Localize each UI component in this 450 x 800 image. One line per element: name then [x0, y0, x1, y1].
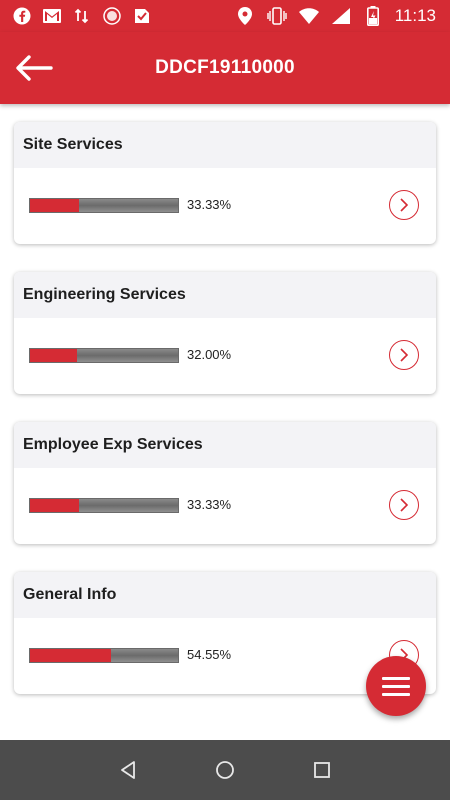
battery-charging-icon — [363, 6, 383, 26]
status-left-icons — [0, 6, 152, 26]
open-section-button[interactable] — [389, 190, 419, 220]
chevron-right-icon — [400, 348, 409, 362]
open-section-button[interactable] — [389, 490, 419, 520]
system-navigation-bar — [0, 740, 450, 800]
progress-percentage: 32.00% — [187, 347, 232, 362]
record-icon — [102, 6, 122, 26]
chevron-right-icon — [400, 198, 409, 212]
progress-bar — [29, 498, 179, 513]
progress-fill — [30, 199, 80, 212]
gmail-icon — [42, 6, 62, 26]
menu-fab-button[interactable] — [366, 656, 426, 716]
status-bar: 11:13 — [0, 0, 450, 32]
section-card-engineering-services[interactable]: Engineering Services 32.00% — [14, 272, 436, 394]
section-header: Employee Exp Services — [14, 422, 436, 468]
arrow-left-icon — [16, 55, 53, 81]
data-sync-icon — [72, 6, 92, 26]
nav-home-button[interactable] — [205, 750, 245, 790]
section-header: Engineering Services — [14, 272, 436, 318]
signal-icon — [331, 6, 351, 26]
back-button[interactable] — [14, 50, 54, 86]
tasks-icon — [132, 6, 152, 26]
vibrate-icon — [267, 6, 287, 26]
progress-bar — [29, 198, 179, 213]
progress-percentage: 33.33% — [187, 197, 232, 212]
status-right-icons: 11:13 — [235, 6, 450, 26]
page-title: DDCF19110000 — [155, 57, 295, 78]
app-bar: DDCF19110000 — [0, 32, 450, 104]
home-circle-icon — [216, 761, 234, 779]
progress-fill — [30, 499, 80, 512]
section-header: Site Services — [14, 122, 436, 168]
progress-fill — [30, 349, 78, 362]
section-card-employee-exp-services[interactable]: Employee Exp Services 33.33% — [14, 422, 436, 544]
facebook-icon — [12, 6, 32, 26]
progress-fill — [30, 649, 111, 662]
progress-percentage: 54.55% — [187, 647, 232, 662]
nav-back-button[interactable] — [108, 750, 148, 790]
back-triangle-icon — [121, 761, 136, 779]
chevron-right-icon — [400, 498, 409, 512]
wifi-icon — [298, 6, 319, 26]
section-header: General Info — [14, 572, 436, 618]
location-icon — [235, 6, 255, 26]
progress-percentage: 33.33% — [187, 497, 232, 512]
section-body: 32.00% — [14, 318, 436, 394]
section-card-general-info[interactable]: General Info 54.55% — [14, 572, 436, 694]
recents-square-icon — [313, 762, 330, 778]
section-title: Site Services — [23, 136, 123, 153]
open-section-button[interactable] — [389, 340, 419, 370]
nav-recents-button[interactable] — [302, 750, 342, 790]
section-title: Employee Exp Services — [23, 436, 203, 453]
section-title: General Info — [23, 586, 117, 603]
section-title: Engineering Services — [23, 286, 186, 303]
status-time: 11:13 — [394, 6, 436, 25]
section-card-site-services[interactable]: Site Services 33.33% — [14, 122, 436, 244]
progress-bar — [29, 348, 179, 363]
menu-icon — [382, 676, 410, 696]
section-body: 33.33% — [14, 468, 436, 544]
progress-bar — [29, 648, 179, 663]
section-body: 33.33% — [14, 168, 436, 244]
section-list: Site Services 33.33% Engineering Service… — [0, 104, 450, 740]
